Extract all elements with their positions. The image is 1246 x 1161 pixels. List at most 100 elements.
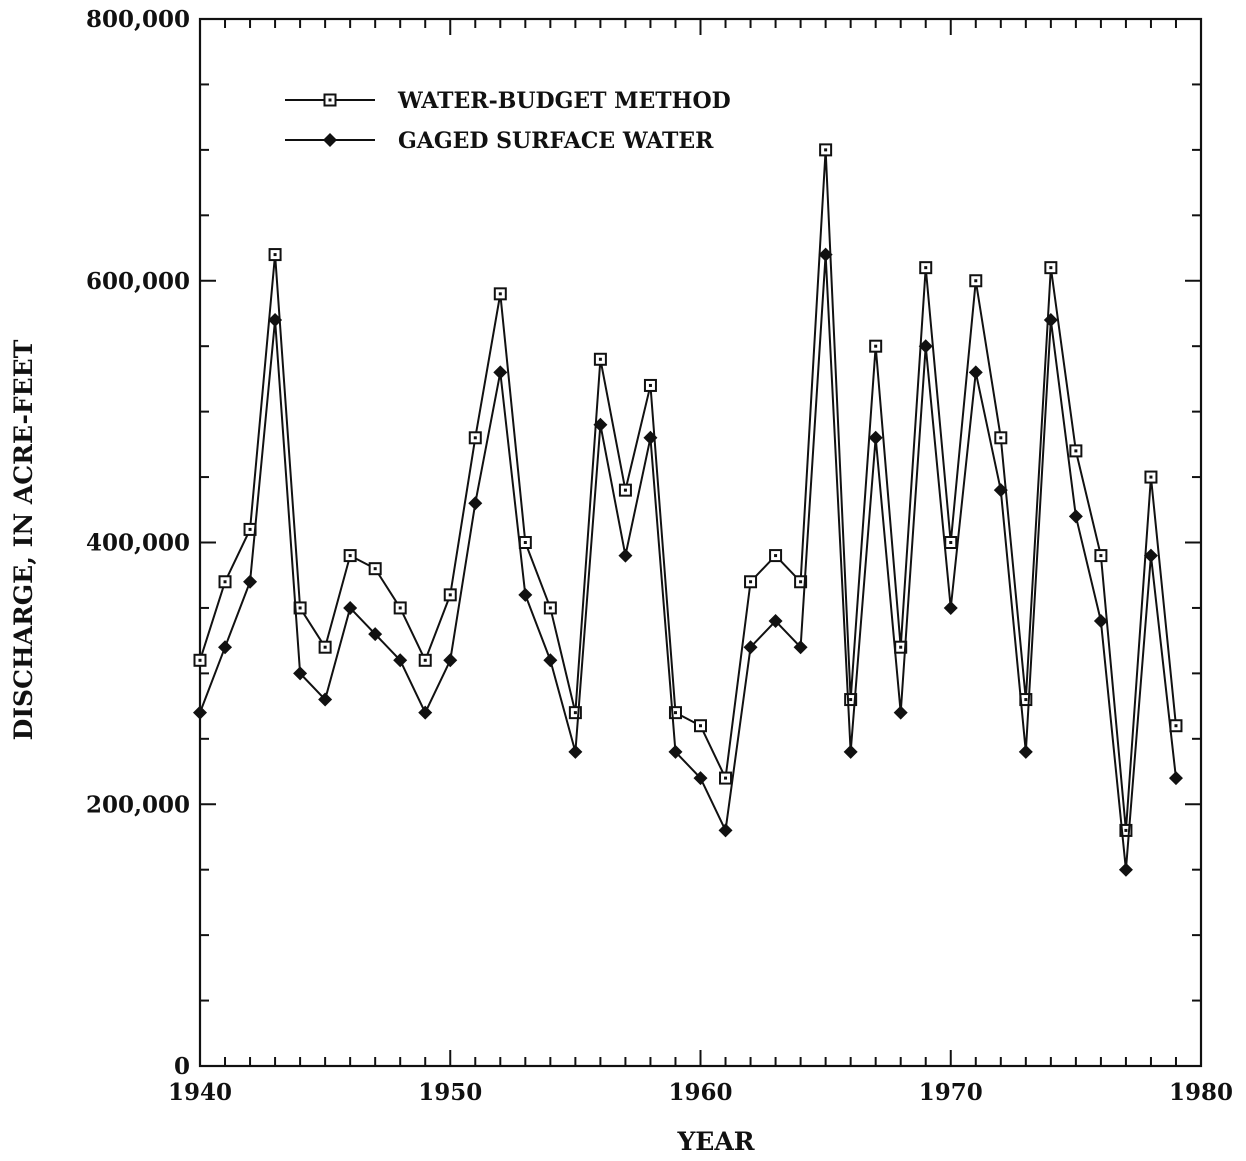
- square-center: [1149, 475, 1153, 479]
- data-point: [968, 365, 983, 380]
- data-point: [543, 653, 558, 668]
- data-point: [193, 705, 207, 720]
- square-center: [774, 554, 778, 558]
- square-center: [498, 292, 502, 296]
- data-point: [318, 640, 332, 654]
- data-point: [368, 562, 382, 576]
- data-point: [593, 352, 607, 366]
- data-point: [993, 483, 1008, 498]
- data-point: [343, 549, 357, 563]
- data-point: [518, 587, 533, 602]
- data-point: [293, 666, 308, 681]
- data-point: [1143, 548, 1158, 563]
- square-center: [273, 253, 277, 257]
- data-point: [243, 574, 258, 589]
- square-center: [548, 606, 552, 610]
- square-center: [473, 436, 477, 440]
- data-point: [593, 417, 608, 432]
- square-center: [1174, 724, 1178, 728]
- square-center: [874, 344, 878, 348]
- data-point: [919, 261, 933, 275]
- data-point: [393, 653, 408, 668]
- square-center: [949, 541, 953, 544]
- square-center: [298, 606, 302, 610]
- data-point: [318, 692, 333, 707]
- data-point: [1044, 261, 1058, 275]
- square-center: [398, 606, 402, 610]
- square-center: [328, 98, 332, 102]
- data-point: [794, 575, 808, 589]
- data-point: [768, 614, 783, 629]
- square-center: [724, 776, 728, 780]
- data-point: [693, 771, 708, 786]
- data-point: [668, 744, 683, 759]
- data-point: [1069, 444, 1083, 458]
- data-point: [418, 705, 433, 720]
- data-point: [443, 588, 457, 602]
- y-tick-label: 200,000: [86, 791, 190, 818]
- data-point: [368, 627, 383, 642]
- x-tick-label: 1950: [418, 1079, 482, 1106]
- square-center: [799, 580, 803, 584]
- y-axis-title: DISCHARGE, IN ACRE-FEET: [9, 339, 38, 740]
- data-point: [1094, 549, 1108, 563]
- data-point: [1118, 862, 1133, 877]
- square-center: [974, 279, 978, 283]
- data-point: [1169, 719, 1183, 733]
- data-point: [1093, 614, 1108, 629]
- data-point: [819, 143, 833, 157]
- square-center: [849, 698, 853, 702]
- square-center: [999, 436, 1003, 440]
- data-point: [568, 706, 582, 720]
- square-center: [924, 266, 928, 270]
- data-point: [618, 483, 632, 497]
- square-center: [523, 541, 527, 544]
- x-tick-label: 1980: [1169, 1079, 1233, 1106]
- data-point: [193, 653, 207, 667]
- data-point: [994, 431, 1008, 445]
- data-point: [1144, 470, 1158, 484]
- square-center: [749, 580, 753, 584]
- square-center: [323, 645, 327, 649]
- data-point: [343, 600, 358, 615]
- data-point: [843, 744, 858, 759]
- data-point: [218, 575, 232, 589]
- square-center: [1074, 449, 1078, 453]
- data-point: [694, 719, 707, 733]
- data-point: [743, 640, 758, 655]
- y-tick-label: 400,000: [86, 530, 190, 557]
- legend-label: GAGED SURFACE WATER: [398, 128, 714, 154]
- data-point: [818, 247, 833, 262]
- data-point: [868, 430, 883, 445]
- axes: 1940 1950 1960 1970 1980 0 200,000 400,000 600,0…: [86, 6, 1233, 1106]
- data-point: [668, 706, 682, 720]
- x-tick-label: 1970: [919, 1079, 983, 1106]
- data-point: [518, 536, 532, 549]
- plot-frame: [198, 17, 1203, 1068]
- series-layer: [193, 143, 1183, 877]
- data-point: [1168, 771, 1183, 786]
- data-point: [393, 601, 407, 615]
- square-center: [699, 724, 702, 728]
- data-point: [493, 287, 507, 301]
- y-tick-label: 800,000: [86, 6, 190, 33]
- data-point: [418, 653, 432, 667]
- x-axis-title: YEAR: [676, 1127, 754, 1156]
- data-point: [543, 601, 557, 615]
- square-center: [198, 658, 202, 662]
- data-point: [1119, 823, 1133, 837]
- square-center: [373, 567, 377, 571]
- data-point: [944, 536, 958, 549]
- x-tick-label: 1940: [168, 1079, 232, 1106]
- data-point: [468, 431, 482, 445]
- y-tick-label: 600,000: [86, 268, 190, 295]
- data-point: [869, 339, 883, 353]
- data-point: [969, 274, 983, 288]
- data-point: [568, 744, 583, 759]
- y-tick-label: 0: [174, 1053, 190, 1080]
- data-point: [918, 339, 933, 354]
- data-point: [793, 640, 808, 655]
- square-center: [223, 580, 227, 584]
- data-point: [618, 548, 633, 563]
